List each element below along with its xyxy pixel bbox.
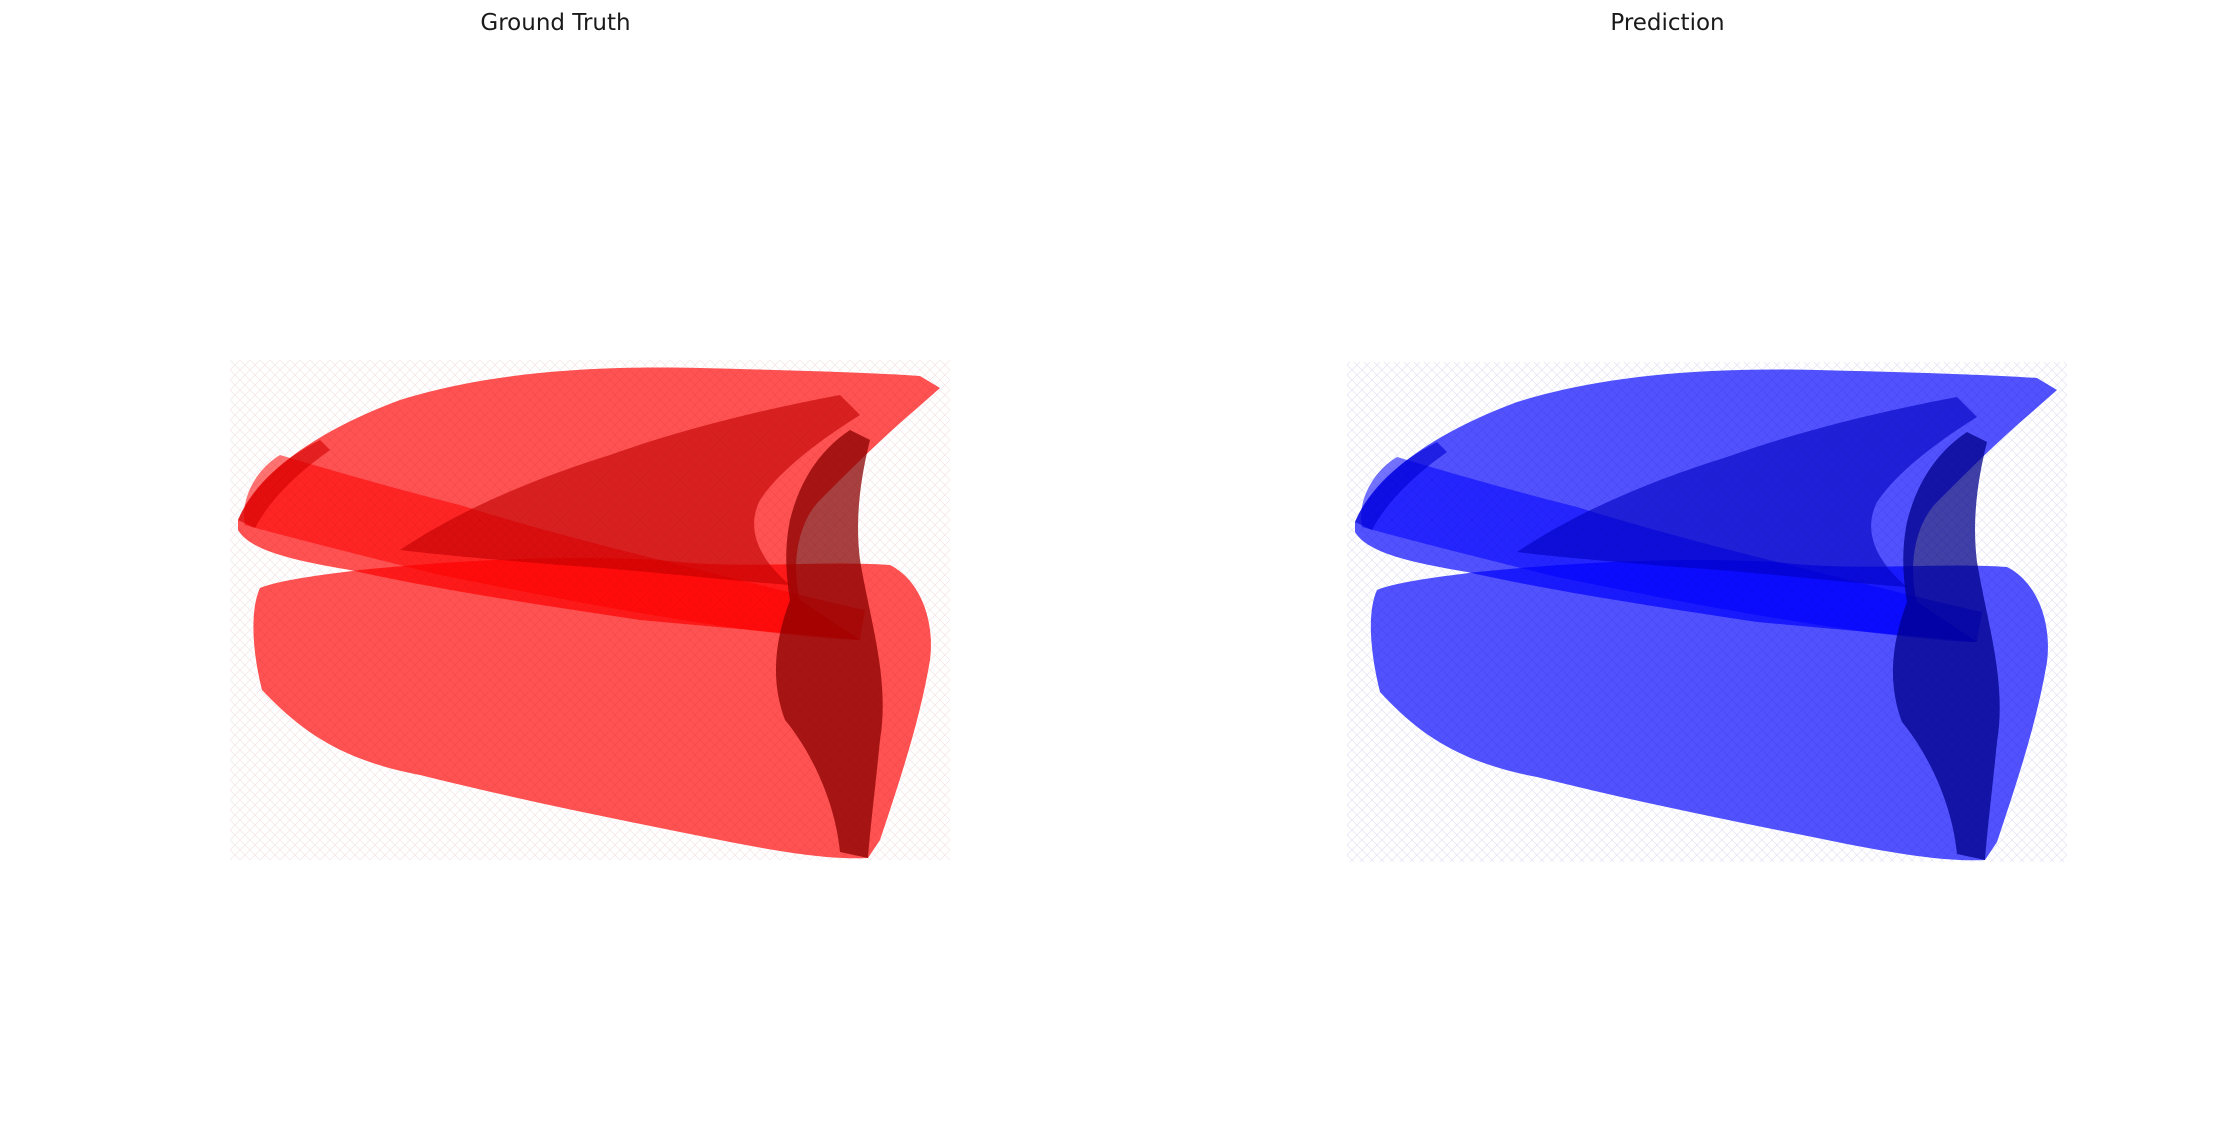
prediction-mesh-texture (1347, 362, 2067, 862)
ground-truth-panel: Ground Truth (0, 0, 1111, 1141)
prediction-title: Prediction (1610, 10, 1725, 36)
ground-truth-title: Ground Truth (480, 10, 631, 36)
ground-truth-mesh-texture (230, 360, 950, 860)
ground-truth-3d-render (230, 360, 950, 860)
prediction-panel: Prediction (1112, 0, 2223, 1141)
prediction-3d-render (1347, 362, 2067, 862)
